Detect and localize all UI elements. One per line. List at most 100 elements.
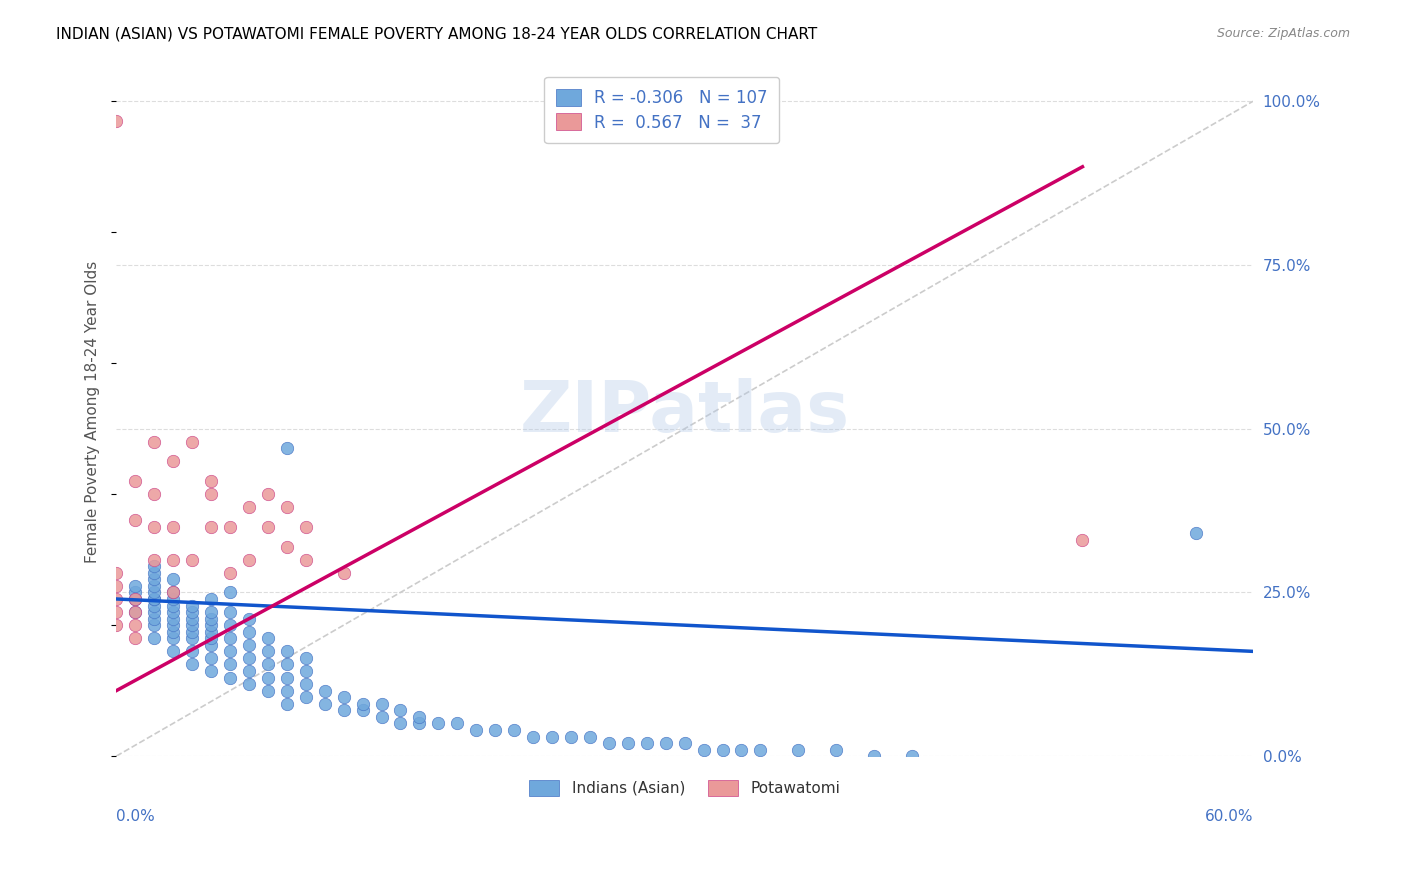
Potawatomi — [105, 591, 128, 606]
Indians (Asian) — [901, 749, 924, 764]
Indians (Asian) — [143, 559, 166, 574]
Indians (Asian) — [219, 585, 242, 599]
Indians (Asian) — [162, 591, 184, 606]
Indians (Asian) — [219, 618, 242, 632]
Indians (Asian) — [276, 697, 298, 711]
Indians (Asian) — [465, 723, 488, 737]
Indians (Asian) — [256, 683, 278, 698]
Potawatomi — [294, 552, 316, 566]
Indians (Asian) — [162, 572, 184, 586]
Indians (Asian) — [314, 697, 336, 711]
Potawatomi — [219, 566, 242, 580]
Indians (Asian) — [560, 730, 582, 744]
Indians (Asian) — [276, 644, 298, 658]
Text: 60.0%: 60.0% — [1205, 808, 1253, 823]
Indians (Asian) — [162, 644, 184, 658]
Indians (Asian) — [143, 612, 166, 626]
Text: ZIPatlas: ZIPatlas — [520, 378, 849, 447]
Potawatomi — [105, 114, 128, 128]
Indians (Asian) — [636, 736, 658, 750]
Potawatomi — [332, 566, 354, 580]
Potawatomi — [162, 454, 184, 468]
Indians (Asian) — [200, 618, 222, 632]
Indians (Asian) — [124, 579, 146, 593]
Indians (Asian) — [654, 736, 676, 750]
Indians (Asian) — [162, 585, 184, 599]
Indians (Asian) — [143, 585, 166, 599]
Indians (Asian) — [219, 657, 242, 672]
Indians (Asian) — [200, 612, 222, 626]
Potawatomi — [162, 520, 184, 534]
Indians (Asian) — [181, 612, 204, 626]
Potawatomi — [238, 500, 260, 515]
Potawatomi — [162, 552, 184, 566]
Indians (Asian) — [825, 742, 848, 756]
Indians (Asian) — [370, 697, 392, 711]
Indians (Asian) — [484, 723, 506, 737]
Indians (Asian) — [408, 716, 430, 731]
Potawatomi — [256, 487, 278, 501]
Indians (Asian) — [162, 599, 184, 613]
Potawatomi — [200, 520, 222, 534]
Indians (Asian) — [143, 632, 166, 646]
Indians (Asian) — [256, 632, 278, 646]
Indians (Asian) — [219, 644, 242, 658]
Indians (Asian) — [276, 671, 298, 685]
Indians (Asian) — [332, 690, 354, 705]
Indians (Asian) — [181, 605, 204, 619]
Indians (Asian) — [181, 644, 204, 658]
Indians (Asian) — [1185, 526, 1208, 541]
Indians (Asian) — [749, 742, 772, 756]
Indians (Asian) — [124, 591, 146, 606]
Indians (Asian) — [332, 703, 354, 717]
Text: 0.0%: 0.0% — [117, 808, 155, 823]
Indians (Asian) — [162, 624, 184, 639]
Indians (Asian) — [200, 591, 222, 606]
Indians (Asian) — [294, 677, 316, 691]
Text: INDIAN (ASIAN) VS POTAWATOMI FEMALE POVERTY AMONG 18-24 YEAR OLDS CORRELATION CH: INDIAN (ASIAN) VS POTAWATOMI FEMALE POVE… — [56, 27, 817, 42]
Indians (Asian) — [730, 742, 752, 756]
Indians (Asian) — [200, 664, 222, 678]
Indians (Asian) — [522, 730, 544, 744]
Potawatomi — [105, 605, 128, 619]
Potawatomi — [124, 591, 146, 606]
Potawatomi — [181, 434, 204, 449]
Potawatomi — [124, 474, 146, 488]
Legend: Indians (Asian), Potawatomi: Indians (Asian), Potawatomi — [522, 772, 848, 804]
Potawatomi — [200, 487, 222, 501]
Indians (Asian) — [692, 742, 714, 756]
Potawatomi — [276, 540, 298, 554]
Potawatomi — [181, 552, 204, 566]
Indians (Asian) — [617, 736, 640, 750]
Potawatomi — [256, 520, 278, 534]
Indians (Asian) — [181, 632, 204, 646]
Potawatomi — [143, 487, 166, 501]
Indians (Asian) — [711, 742, 734, 756]
Indians (Asian) — [294, 664, 316, 678]
Indians (Asian) — [238, 612, 260, 626]
Indians (Asian) — [162, 605, 184, 619]
Potawatomi — [124, 513, 146, 527]
Indians (Asian) — [541, 730, 564, 744]
Indians (Asian) — [276, 683, 298, 698]
Indians (Asian) — [256, 671, 278, 685]
Indians (Asian) — [294, 690, 316, 705]
Indians (Asian) — [352, 697, 374, 711]
Indians (Asian) — [787, 742, 810, 756]
Indians (Asian) — [143, 605, 166, 619]
Indians (Asian) — [181, 624, 204, 639]
Potawatomi — [143, 520, 166, 534]
Indians (Asian) — [200, 651, 222, 665]
Potawatomi — [143, 552, 166, 566]
Potawatomi — [294, 520, 316, 534]
Indians (Asian) — [238, 664, 260, 678]
Indians (Asian) — [863, 749, 886, 764]
Potawatomi — [105, 579, 128, 593]
Indians (Asian) — [427, 716, 450, 731]
Indians (Asian) — [389, 703, 412, 717]
Indians (Asian) — [446, 716, 468, 731]
Indians (Asian) — [238, 624, 260, 639]
Potawatomi — [124, 632, 146, 646]
Indians (Asian) — [200, 638, 222, 652]
Indians (Asian) — [408, 710, 430, 724]
